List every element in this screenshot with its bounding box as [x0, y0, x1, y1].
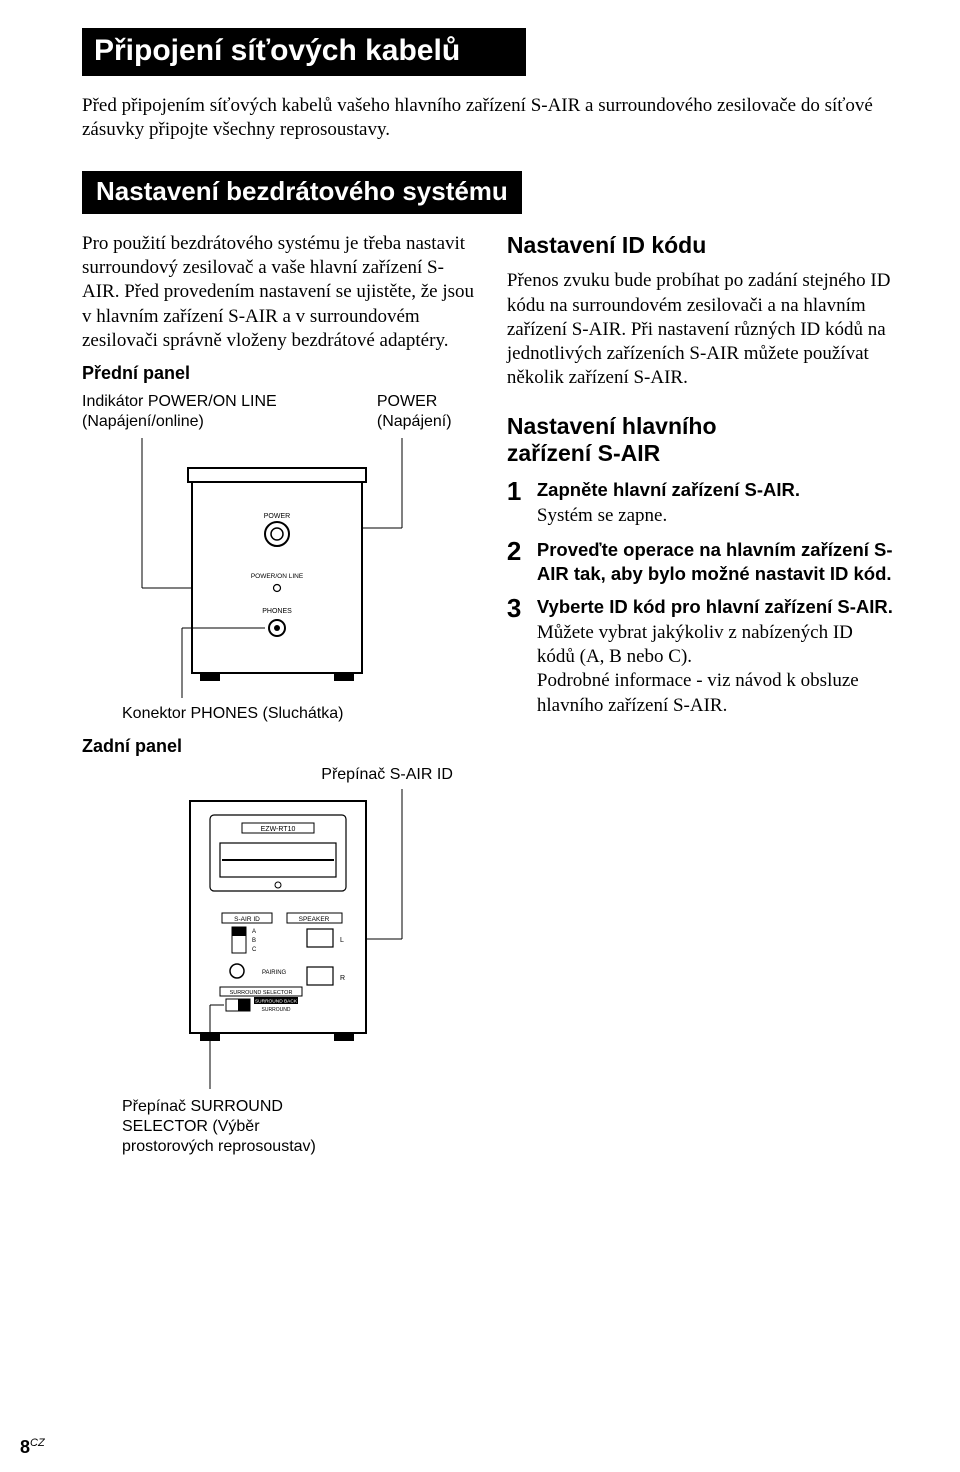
heading-id-code: Nastavení ID kódu — [507, 232, 894, 260]
svg-text-c: C — [252, 947, 257, 953]
step-number-2: 2 — [507, 538, 537, 584]
step-number-1: 1 — [507, 478, 537, 528]
heading-main-unit-l1: Nastavení hlavního — [507, 413, 717, 439]
surround-selector-caption-l3: prostorových reprosoustav) — [122, 1137, 477, 1157]
svg-text-power-online: POWER/ON LINE — [251, 573, 304, 580]
svg-text-sair-id: S-AIR ID — [234, 916, 260, 923]
svg-text-b: B — [252, 938, 256, 944]
svg-text-speaker: SPEAKER — [299, 916, 330, 923]
page-number: 8CZ — [20, 1437, 45, 1458]
para-id-code: Přenos zvuku bude probíhat po zadání ste… — [507, 269, 894, 391]
intro-text: Před připojením síťových kabelů vašeho h… — [82, 94, 882, 143]
label-power: POWER (Napájení) — [377, 392, 477, 432]
section-title-1: Připojení síťových kabelů — [82, 28, 526, 76]
label-power-online: Indikátor POWER/ON LINE (Napájení/online… — [82, 392, 282, 432]
front-panel-diagram: POWER POWER/ON LINE PHONES — [82, 438, 462, 698]
surround-selector-caption-l2: SELECTOR (Výběr — [122, 1117, 477, 1137]
svg-text-l: L — [340, 937, 344, 944]
left-paragraph: Pro použití bezdrátového systému je třeb… — [82, 232, 477, 354]
surround-selector-caption-l1: Přepínač SURROUND — [122, 1097, 477, 1117]
svg-text-ezw: EZW-RT10 — [261, 826, 296, 833]
rear-panel-diagram: EZW-RT10 S-AIR ID SPEAKER A B C — [82, 789, 462, 1089]
step-3-rest: Můžete vybrat jakýkoliv z nabízených ID … — [537, 621, 894, 718]
svg-text-sur-back: SURROUND BACK — [255, 999, 298, 1005]
step-1-rest: Systém se zapne. — [537, 504, 894, 528]
step-number-3: 3 — [507, 595, 537, 718]
svg-text-surround-selector: SURROUND SELECTOR — [230, 990, 293, 996]
svg-text-power: POWER — [264, 513, 290, 520]
svg-text-a: A — [252, 929, 256, 935]
step-1-lead: Zapněte hlavní zařízení S-AIR. — [537, 478, 894, 501]
steps-list: 1 Zapněte hlavní zařízení S-AIR. Systém … — [507, 478, 894, 718]
step-2-lead: Proveďte operace na hlavním zařízení S-A… — [537, 538, 894, 584]
rear-panel-heading: Zadní panel — [82, 736, 477, 757]
svg-text-phones: PHONES — [262, 608, 292, 615]
front-panel-heading: Přední panel — [82, 363, 477, 384]
sair-id-switch-label: Přepínač S-AIR ID — [82, 765, 453, 785]
phones-caption: Konektor PHONES (Sluchátka) — [122, 704, 477, 724]
svg-text-pairing: PAIRING — [262, 970, 287, 976]
svg-text-r: R — [340, 975, 345, 982]
step-3-lead: Vyberte ID kód pro hlavní zařízení S-AIR… — [537, 595, 894, 618]
svg-text-sur: SURROUND — [262, 1007, 291, 1013]
heading-main-unit-l2: zařízení S-AIR — [507, 440, 660, 466]
section-title-2: Nastavení bezdrátového systému — [82, 171, 522, 214]
